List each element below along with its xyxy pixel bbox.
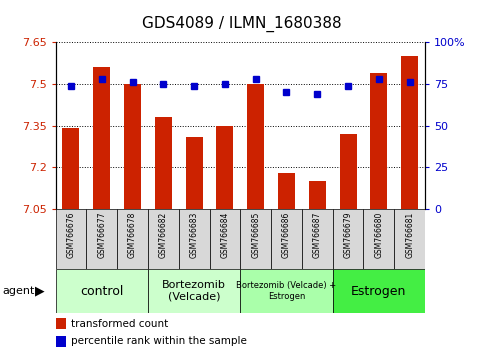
Bar (56, 209, 86, 269)
Bar (240, 269, 333, 313)
Text: Bortezomib
(Velcade): Bortezomib (Velcade) (162, 280, 226, 302)
Bar (155, 117, 172, 209)
Text: GSM766677: GSM766677 (97, 212, 106, 258)
Text: GSM766682: GSM766682 (159, 212, 168, 258)
Bar (148, 269, 241, 313)
Text: transformed count: transformed count (71, 319, 168, 329)
Bar (62, 129, 79, 209)
Bar (394, 209, 425, 269)
Bar (179, 209, 210, 269)
Text: Estrogen: Estrogen (351, 285, 407, 298)
Text: GSM766681: GSM766681 (405, 212, 414, 258)
Bar (148, 209, 179, 269)
Text: agent: agent (2, 286, 35, 296)
Bar (86, 209, 117, 269)
Text: GSM766683: GSM766683 (190, 212, 199, 258)
Text: GSM766680: GSM766680 (374, 212, 384, 258)
Text: Bortezomib (Velcade) +
Estrogen: Bortezomib (Velcade) + Estrogen (236, 281, 337, 301)
Text: GSM766684: GSM766684 (220, 212, 229, 258)
Text: GSM766679: GSM766679 (343, 212, 353, 258)
Bar (56, 269, 148, 313)
Bar (364, 209, 394, 269)
Text: GDS4089 / ILMN_1680388: GDS4089 / ILMN_1680388 (142, 16, 341, 32)
Text: GSM766678: GSM766678 (128, 212, 137, 258)
Bar (216, 126, 233, 209)
Text: GSM766676: GSM766676 (67, 212, 75, 258)
Bar (124, 84, 141, 209)
Bar (185, 137, 202, 209)
Bar (93, 68, 110, 209)
Text: GSM766685: GSM766685 (251, 212, 260, 258)
Text: control: control (80, 285, 124, 298)
Bar (309, 181, 326, 209)
Text: percentile rank within the sample: percentile rank within the sample (71, 336, 247, 346)
Bar (240, 209, 271, 269)
Text: ▶: ▶ (35, 285, 45, 298)
Bar (333, 209, 364, 269)
Text: GSM766686: GSM766686 (282, 212, 291, 258)
Bar (278, 173, 295, 209)
Bar (210, 209, 240, 269)
Bar (340, 134, 356, 209)
Bar (401, 56, 418, 209)
Bar (370, 73, 387, 209)
Bar (247, 84, 264, 209)
Bar (302, 209, 333, 269)
Text: GSM766687: GSM766687 (313, 212, 322, 258)
Bar (271, 209, 302, 269)
Bar (117, 209, 148, 269)
Bar (333, 269, 425, 313)
